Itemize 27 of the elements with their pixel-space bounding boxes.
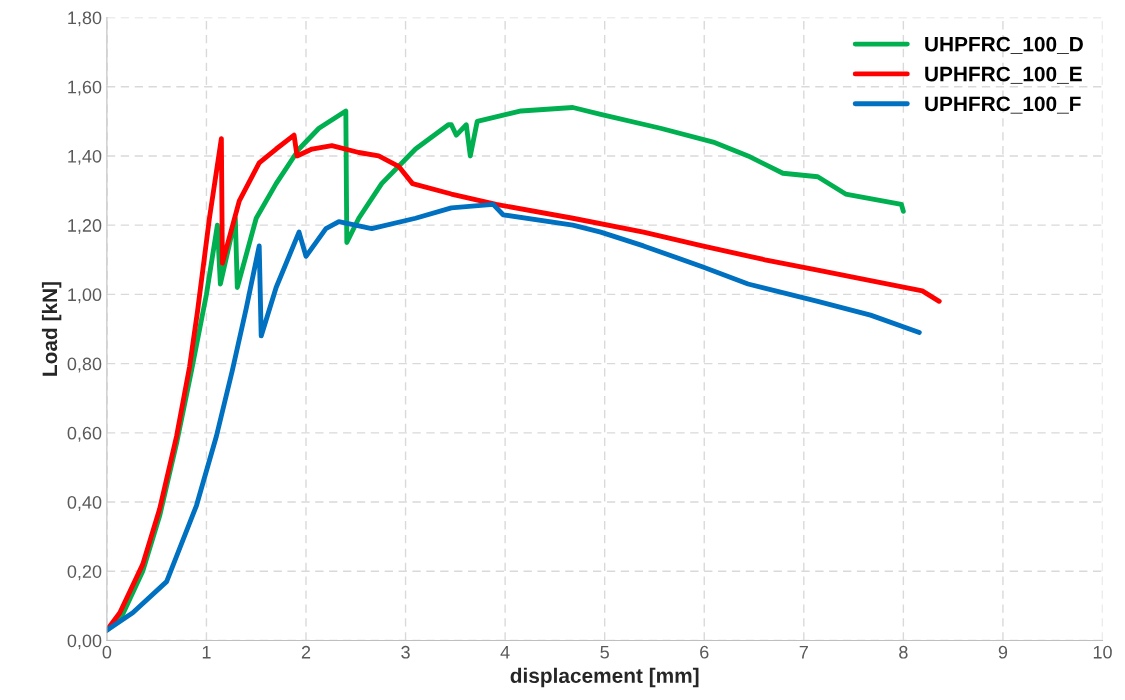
legend-label: UPHFRC_100_E <box>925 66 1082 84</box>
x-tick-label: 6 <box>700 645 709 659</box>
x-tick-label: 3 <box>401 645 410 659</box>
y-tick-label: 0,20 <box>67 565 102 581</box>
x-tick-label: 9 <box>998 645 1008 659</box>
y-tick-label: 0,40 <box>67 495 102 511</box>
legend-label: UHPFRC_100_D <box>925 36 1083 54</box>
x-tick-label: 8 <box>899 645 908 659</box>
y-tick-label: 1,00 <box>68 288 102 304</box>
y-tick-label: 1,80 <box>68 11 102 27</box>
x-tick-label: 5 <box>600 646 609 659</box>
y-tick-label: 1,60 <box>68 80 102 96</box>
x-tick-label: 0 <box>102 645 112 659</box>
y-tick-label: 1,20 <box>68 219 102 235</box>
y-tick-label: 1,40 <box>68 149 102 165</box>
y-tick-label: 0,60 <box>67 426 102 442</box>
x-tick-label: 10 <box>1093 645 1112 659</box>
y-axis-title: Load [kN] <box>41 282 62 376</box>
x-tick-label: 7 <box>799 646 808 659</box>
x-tick-label: 4 <box>500 646 510 659</box>
x-tick-label: 1 <box>202 646 211 659</box>
y-tick-label: 0,80 <box>67 357 102 373</box>
y-tick-label: 0,00 <box>67 634 102 650</box>
line-series <box>106 201 922 633</box>
x-tick-label: 2 <box>301 645 311 659</box>
legend-label: UPHFRC_100_F <box>925 96 1081 114</box>
x-axis-title: displacement [mm] <box>510 667 699 688</box>
